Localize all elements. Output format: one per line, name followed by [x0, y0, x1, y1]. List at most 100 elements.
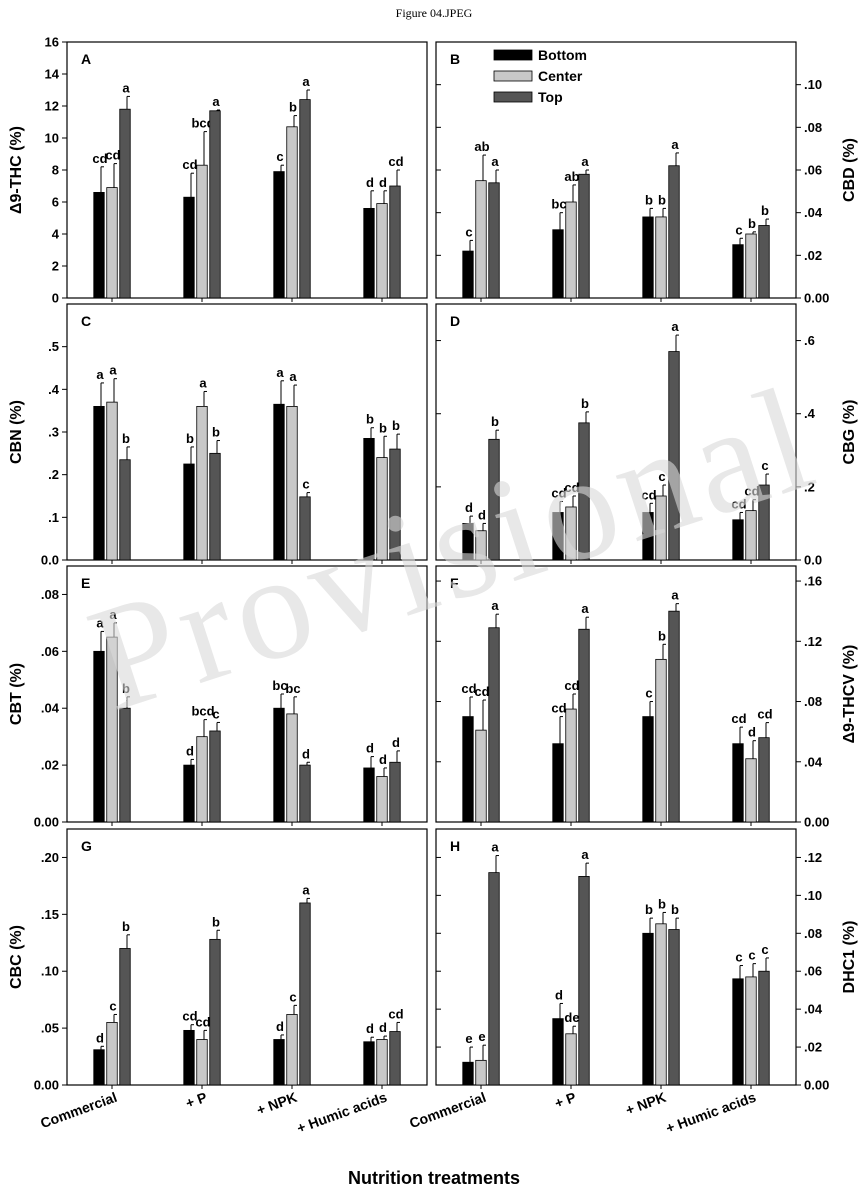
bar-bottom — [642, 216, 654, 299]
significance-label: c — [735, 950, 742, 965]
bar-center — [475, 729, 487, 823]
bar-top — [758, 484, 770, 561]
bar-center — [196, 164, 208, 299]
y-tick-label: .4 — [804, 406, 816, 421]
significance-label: a — [491, 598, 499, 613]
bar-center — [475, 530, 487, 561]
bar-top — [389, 761, 401, 823]
bar-center — [565, 201, 577, 299]
significance-label: de — [564, 1010, 579, 1025]
significance-label: bc — [285, 681, 300, 696]
panel-frame — [66, 828, 428, 1086]
y-axis-label: CBD (%) — [841, 138, 858, 202]
significance-label: d — [366, 741, 374, 756]
bar-center — [655, 216, 667, 299]
y-tick-label: .02 — [41, 758, 59, 773]
significance-label: cd — [564, 480, 579, 495]
significance-label: cd — [388, 1006, 403, 1021]
y-tick-label: 0.00 — [34, 815, 59, 830]
significance-label: cd — [461, 681, 476, 696]
panel-letter: F — [450, 575, 459, 591]
significance-label: e — [465, 1031, 472, 1046]
panel-letter: C — [81, 313, 91, 329]
bar-top — [668, 351, 680, 561]
bar-top — [389, 185, 401, 299]
bar-center — [475, 180, 487, 299]
bar-center — [655, 495, 667, 561]
significance-label: b — [645, 902, 653, 917]
y-tick-label: 10 — [45, 131, 59, 146]
bar-center — [745, 976, 757, 1086]
significance-label: b — [658, 192, 666, 207]
significance-label: c — [658, 469, 665, 484]
bar-bottom — [183, 463, 195, 561]
bar-bottom — [462, 1061, 474, 1086]
y-tick-label: .06 — [804, 964, 822, 979]
significance-label: cd — [757, 707, 772, 722]
significance-label: b — [658, 896, 666, 911]
significance-label: d — [96, 1030, 104, 1045]
significance-label: b — [366, 412, 374, 427]
legend-label-bottom: Bottom — [538, 47, 587, 63]
y-tick-label: 4 — [52, 227, 60, 242]
bar-bottom — [273, 171, 285, 299]
bar-bottom — [93, 1049, 105, 1086]
bar-center — [655, 658, 667, 823]
y-tick-label: 2 — [52, 259, 59, 274]
bar-center — [196, 1039, 208, 1086]
significance-label: c — [761, 458, 768, 473]
significance-label: b — [122, 919, 130, 934]
y-tick-label: 0 — [52, 291, 59, 306]
bar-bottom — [642, 512, 654, 561]
y-tick-label: .15 — [41, 907, 59, 922]
bar-bottom — [642, 932, 654, 1086]
bar-top — [758, 225, 770, 299]
significance-label: b — [122, 431, 130, 446]
bar-top — [488, 872, 500, 1086]
y-tick-label: 12 — [45, 99, 59, 114]
bar-bottom — [273, 403, 285, 561]
significance-label: cd — [744, 484, 759, 499]
bar-top — [578, 173, 590, 299]
bar-bottom — [273, 707, 285, 823]
y-axis-label: CBC (%) — [8, 925, 25, 989]
legend: Bottom Center Top — [493, 47, 587, 105]
y-axis-label: Δ9-THC (%) — [8, 126, 25, 214]
x-category-label: Commercial — [407, 1089, 488, 1131]
significance-label: d — [465, 500, 473, 515]
bar-center — [196, 405, 208, 561]
significance-label: c — [761, 942, 768, 957]
legend-swatch-top — [493, 91, 533, 103]
panel-letter: G — [81, 838, 92, 854]
significance-label: a — [302, 882, 310, 897]
y-tick-label: .3 — [48, 425, 59, 440]
bar-center — [286, 405, 298, 561]
significance-label: a — [96, 615, 104, 630]
y-tick-label: .16 — [804, 574, 822, 589]
significance-label: d — [186, 743, 194, 758]
bar-bottom — [363, 437, 375, 561]
panel-h: H 0.00 .02 .04 .06 .08 .10 .12 DHC1 (%) e d b c e de b c… — [407, 828, 858, 1136]
bar-top — [578, 628, 590, 823]
bar-top — [119, 707, 131, 823]
x-category-label: + Humic acids — [295, 1089, 390, 1136]
panel-letter: H — [450, 838, 460, 854]
y-tick-label: 0.00 — [34, 1078, 59, 1093]
significance-label: a — [289, 369, 297, 384]
bar-bottom — [93, 650, 105, 823]
significance-label: b — [379, 420, 387, 435]
significance-label: d — [366, 175, 374, 190]
y-tick-label: 14 — [45, 67, 60, 82]
significance-label: cd — [92, 151, 107, 166]
bar-top — [578, 422, 590, 561]
bar-bottom — [183, 1029, 195, 1086]
significance-label: cd — [182, 1009, 197, 1024]
y-tick-label: .5 — [48, 339, 59, 354]
y-tick-label: 0.0 — [804, 553, 822, 568]
bar-center — [475, 1059, 487, 1086]
significance-label: c — [289, 989, 296, 1004]
x-category-label: + P — [552, 1089, 578, 1111]
